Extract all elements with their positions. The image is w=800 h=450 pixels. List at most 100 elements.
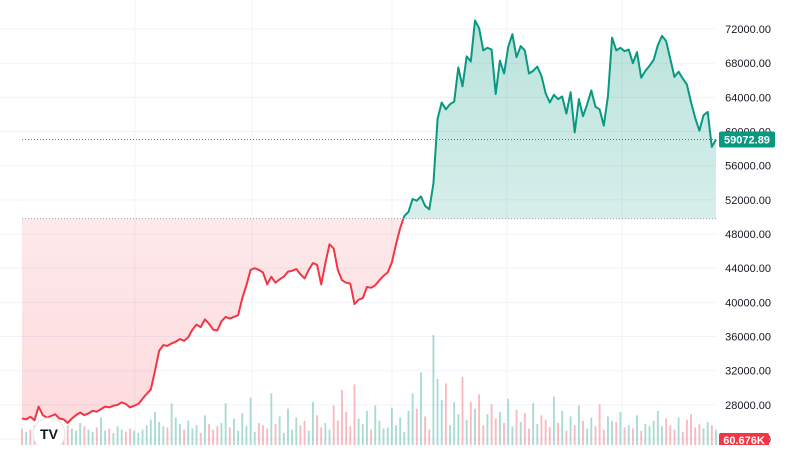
volume-bar <box>536 424 538 445</box>
volume-bar <box>96 427 98 445</box>
volume-bar <box>204 415 206 445</box>
volume-bar <box>229 427 231 445</box>
volume-bar <box>603 430 605 445</box>
volume-bar <box>520 422 522 445</box>
volume-bar <box>324 423 326 445</box>
volume-bar <box>532 403 534 445</box>
price-axis[interactable]: 24000.0028000.0032000.0036000.0040000.00… <box>725 24 771 445</box>
volume-bar <box>711 425 713 445</box>
volume-bar <box>200 433 202 445</box>
volume-bar <box>162 426 164 445</box>
volume-bar <box>657 411 659 445</box>
volume-bar <box>391 408 393 445</box>
volume-bar <box>528 429 530 446</box>
volume-bar <box>67 425 69 445</box>
volume-bar <box>698 424 700 445</box>
volume-bar <box>329 430 331 445</box>
volume-bar <box>320 427 322 445</box>
volume-bar <box>561 411 563 445</box>
volume-bar <box>628 425 630 445</box>
volume-bar <box>487 414 489 445</box>
volume-bar <box>212 430 214 445</box>
volume-bar <box>678 418 680 446</box>
volume-bar <box>694 427 696 445</box>
volume-bar <box>237 431 239 445</box>
volume-bar <box>258 423 260 445</box>
volume-bar <box>416 409 418 445</box>
volume-bar <box>682 432 684 445</box>
volume-bar <box>142 430 144 445</box>
volume-bar <box>653 421 655 445</box>
volume-bar <box>674 430 676 445</box>
volume-bar <box>549 427 551 445</box>
volume-bar <box>453 402 455 445</box>
volume-bar <box>595 426 597 445</box>
volume-bar <box>158 422 160 445</box>
volume-bar <box>507 399 509 445</box>
volume-bar <box>449 425 451 445</box>
volume-bar <box>578 405 580 445</box>
volume-bar <box>491 404 493 445</box>
price-axis-tick: 40000.00 <box>725 297 771 309</box>
volume-bar <box>574 425 576 445</box>
volume-bar <box>304 421 306 445</box>
volume-bar <box>75 431 77 445</box>
volume-bar <box>590 418 592 446</box>
volume-bar <box>221 423 223 445</box>
price-axis-tick: 44000.00 <box>725 263 771 275</box>
volume-bar <box>183 430 185 445</box>
volume-bar <box>196 425 198 445</box>
volume-bar <box>649 426 651 445</box>
volume-bar <box>108 429 110 446</box>
volume-bar <box>150 420 152 445</box>
volume-bar <box>511 426 513 445</box>
volume-bar <box>312 402 314 445</box>
volume-bar <box>137 433 139 445</box>
volume-bar <box>117 426 119 445</box>
volume-bar <box>395 425 397 445</box>
volume-bar <box>399 418 401 446</box>
volume-bar <box>428 430 430 445</box>
volume-bar <box>88 430 90 445</box>
volume-bar <box>295 418 297 446</box>
volume-bar <box>191 429 193 446</box>
volume-bar <box>457 414 459 445</box>
volume-bar <box>287 409 289 445</box>
price-axis-tick: 56000.00 <box>725 161 771 173</box>
volume-bar <box>121 430 123 445</box>
volume-bar <box>83 426 85 445</box>
volume-bar <box>225 403 227 445</box>
volume-bar <box>283 433 285 445</box>
volume-bar <box>669 425 671 445</box>
volume-bar <box>100 418 102 446</box>
volume-bar <box>104 431 106 445</box>
volume-bar <box>565 431 567 445</box>
price-axis-tick: 36000.00 <box>725 332 771 344</box>
volume-bar <box>354 385 356 446</box>
volume-bar <box>707 422 709 445</box>
volume-bar <box>341 390 343 445</box>
tradingview-logo[interactable]: TV <box>33 418 65 445</box>
price-axis-tick: 52000.00 <box>725 195 771 207</box>
volume-bar <box>216 426 218 445</box>
volume-bar <box>541 415 543 445</box>
volume-bar <box>412 393 414 445</box>
price-axis-tick: 72000.00 <box>725 24 771 36</box>
volume-bar <box>383 429 385 446</box>
volume-bar <box>387 427 389 445</box>
volume-bar <box>437 379 439 445</box>
volume-bar <box>167 427 169 445</box>
volume-bar <box>358 419 360 445</box>
volume-bar <box>615 422 617 445</box>
volume-bar <box>478 394 480 445</box>
volume-bar <box>241 413 243 445</box>
tradingview-logo-text: TV <box>40 426 59 442</box>
volume-bar <box>112 433 114 445</box>
volume-bar <box>570 416 572 445</box>
volume-bar <box>636 415 638 445</box>
volume-bar <box>154 412 156 445</box>
volume-bar <box>300 425 302 445</box>
volume-bar <box>495 419 497 445</box>
